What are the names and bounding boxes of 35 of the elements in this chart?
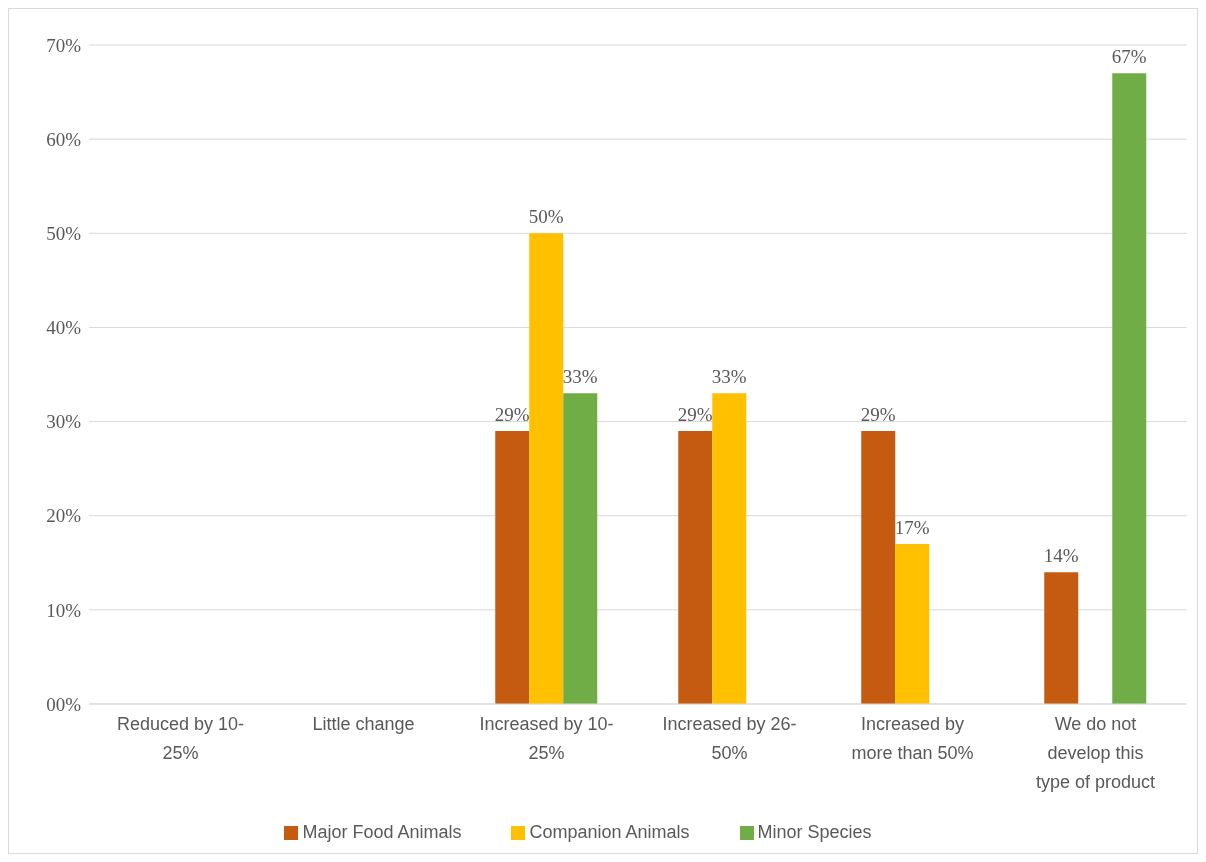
y-tick-label: 50% bbox=[46, 223, 82, 245]
data-label: 17% bbox=[894, 516, 930, 538]
bar bbox=[895, 543, 930, 704]
bar bbox=[495, 430, 530, 704]
x-tick-label: We do not develop this type of product bbox=[1035, 714, 1156, 792]
x-tick-label: Increased by more than 50% bbox=[851, 714, 974, 763]
y-tick-label: 40% bbox=[46, 317, 82, 339]
x-tick-label: Increased by 10-25% bbox=[479, 714, 614, 763]
y-tick-label: 10% bbox=[46, 599, 82, 621]
bar bbox=[529, 233, 564, 704]
data-label: 29% bbox=[494, 403, 530, 425]
y-tick-label: 20% bbox=[46, 505, 82, 527]
data-label: 33% bbox=[562, 366, 598, 388]
y-tick-label: 70% bbox=[46, 34, 82, 56]
legend-label: Major Food Animals bbox=[302, 822, 462, 842]
data-label: 29% bbox=[860, 403, 896, 425]
legend-label: Minor Species bbox=[757, 822, 872, 842]
y-tick-label: 00% bbox=[46, 693, 82, 715]
data-label: 33% bbox=[711, 366, 747, 388]
bar bbox=[712, 393, 747, 704]
y-tick-label: 30% bbox=[46, 411, 82, 433]
bar bbox=[678, 430, 713, 704]
x-tick-label: Reduced by 10-25% bbox=[116, 714, 245, 763]
data-label: 14% bbox=[1043, 545, 1079, 567]
bar bbox=[861, 430, 896, 704]
data-label: 29% bbox=[677, 403, 713, 425]
bar bbox=[563, 393, 598, 704]
data-label: 67% bbox=[1111, 46, 1147, 68]
bar bbox=[1112, 73, 1147, 704]
x-tick-label: Little change bbox=[312, 714, 415, 734]
x-tick-label: Increased by 26-50% bbox=[662, 714, 797, 763]
data-label: 50% bbox=[528, 206, 564, 228]
y-tick-label: 60% bbox=[46, 128, 82, 150]
legend-label: Companion Animals bbox=[529, 822, 690, 842]
bar bbox=[1044, 572, 1079, 704]
